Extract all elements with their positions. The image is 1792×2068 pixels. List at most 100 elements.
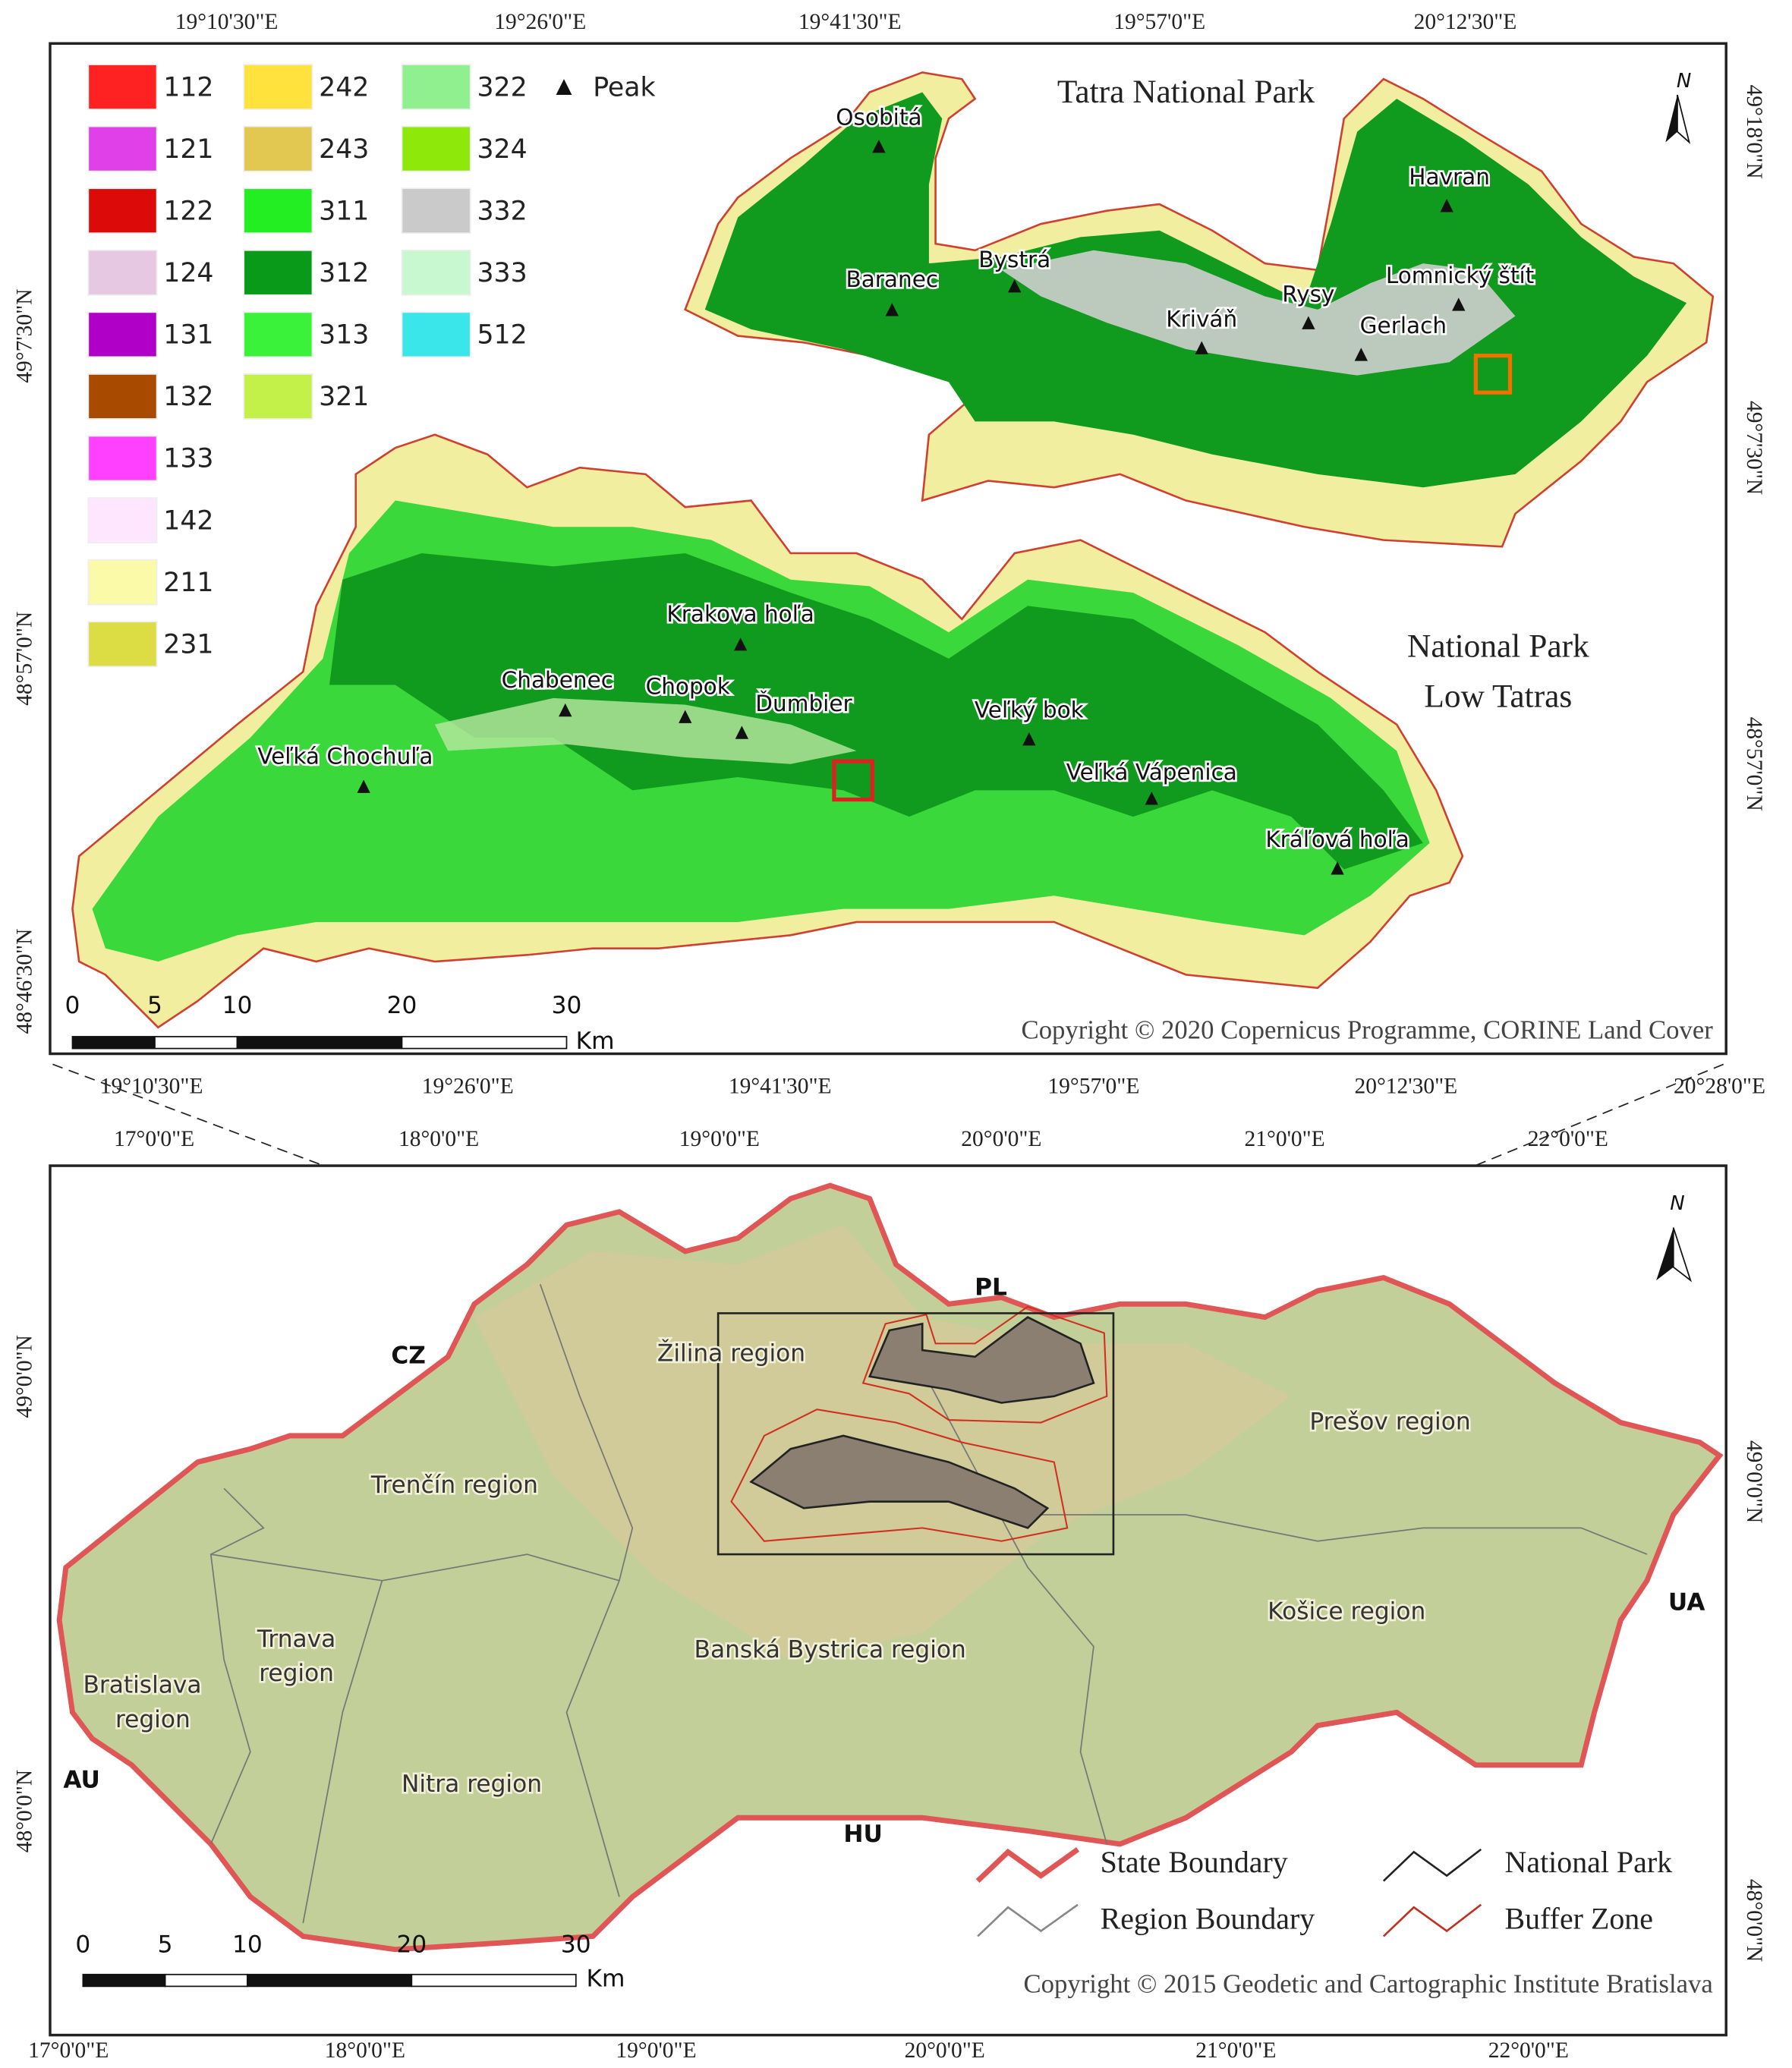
copyright: Copyright © 2015 Geodetic and Cartograph… [1024,1969,1713,1998]
axis-label: 48°57'0"N [12,612,36,706]
scale-segment [401,1036,568,1050]
axis-label: 20°0'0"E [961,1127,1041,1151]
legend-swatch [401,187,471,234]
low-tatras-np-small [749,1434,1050,1529]
legend-swatch [87,373,158,420]
peak-symbol [885,303,899,316]
axis-label: 48°46'30"N [12,929,36,1034]
region-label: Trnava [257,1626,335,1653]
legend-label: 312 [319,258,369,288]
legend-label: 132 [163,382,213,412]
relief-highlands [474,1225,1292,1660]
country-label: UA [1668,1588,1705,1616]
legend-swatch [87,559,158,606]
low-tatras-meadow [434,697,857,764]
legend-label: 324 [477,134,527,165]
scale-label: 30 [561,1931,591,1959]
peak-legend-symbol [556,79,572,95]
low-tatras-conifer [329,552,1423,870]
legend-label: 243 [319,134,369,165]
peak-label: Ďumbier [755,690,852,716]
axis-label: 19°57'0"E [1047,1074,1139,1098]
peak-symbol [1145,792,1158,805]
axis-label: 19°26'0"E [422,1074,514,1098]
legend-label: 333 [477,258,527,288]
peak-symbol [679,710,692,723]
axis-label: 49°0'0"N [12,1335,36,1418]
region-boundary [209,1487,265,1845]
legend-swatch [401,311,471,358]
axis-label: 19°10'30"E [100,1074,203,1098]
scale-label: 0 [75,1931,90,1959]
country-label: PL [975,1273,1007,1301]
country-label: HU [843,1821,883,1848]
axis-label: 19°0'0"E [679,1127,760,1151]
legend-label: 112 [163,72,213,102]
scale-label: 20 [387,992,417,1019]
axis-label: 17°0'0"E [28,2038,109,2063]
legend-swatch [87,187,158,234]
peak-label: Veľký bok [975,697,1084,723]
legend-swatch [243,125,313,172]
axis-label: 20°28'0"E [1674,1074,1765,1098]
legend-label: 122 [163,196,213,226]
axis-label: 49°18'0"N [1742,84,1766,178]
peak-label: Osobitá [836,105,921,131]
scale-label: 30 [552,992,582,1019]
north-label: N [1670,1192,1684,1215]
peak-symbol [1302,316,1315,329]
legend-swatch [243,64,313,110]
scale-segment [154,1036,238,1050]
legend-swatch [87,435,158,482]
legend-label: Buffer Zone [1505,1902,1653,1936]
north-label: N [1677,70,1691,93]
legend: 112 121 122 124 131 132 133 142 211 231 242 243 311 3… [87,64,528,668]
scale-segment [411,1973,577,1988]
peak-label: Kriváň [1166,306,1237,332]
legend-swatch [87,249,158,296]
axis-label: 18°0'0"E [398,1127,479,1151]
region-boundary [1028,1514,1648,1555]
peak-symbol [733,637,748,651]
region-boundary [539,1283,634,1582]
legend-swatch [243,311,313,358]
legend-label: 142 [163,505,213,536]
legend-label: 231 [163,629,213,659]
legend-symbol-buffer [1382,1903,1482,1937]
legend-swatch [243,373,313,420]
country-label: CZ [391,1342,426,1370]
peak-symbol [559,703,572,717]
scale-segment [71,1036,156,1050]
legend-symbol-region [977,1903,1079,1937]
legend-label: 121 [163,134,213,165]
axis-label: 19°41'30"E [729,1074,832,1098]
legend-label: 322 [477,72,527,102]
legend-label: Peak [593,72,655,102]
peak-label: Rysy [1282,281,1334,307]
legend-swatch [87,64,158,110]
legend-swatch [401,125,471,172]
peak-label: Baranec [846,266,938,292]
axis-label: 20°12'30"E [1414,10,1517,34]
axis-label: 17°0'0"E [114,1127,194,1151]
scale-segment [236,1036,403,1050]
region-boundary [210,1553,383,1924]
scale-label: 20 [396,1931,427,1959]
axis-label: 49°0'0"N [1742,1440,1766,1523]
legend-swatch [87,311,158,358]
inset-extent [716,1312,1115,1556]
region-label: Nitra region [402,1771,542,1798]
peak-label: Chopok [646,674,730,700]
study-site-marker [1473,354,1513,395]
peak-symbol [1331,861,1344,875]
axis-label: 19°10'30"E [175,10,279,34]
axis-label: 19°0'0"E [616,2038,696,2063]
north-arrow [1677,94,1691,144]
region-label: Prešov region [1309,1409,1470,1436]
scale-label: 5 [147,992,162,1019]
region-label: Bratislava [83,1672,201,1699]
legend-label: National Park [1505,1845,1673,1879]
peak-symbol [357,779,370,793]
legend-swatch [87,621,158,668]
